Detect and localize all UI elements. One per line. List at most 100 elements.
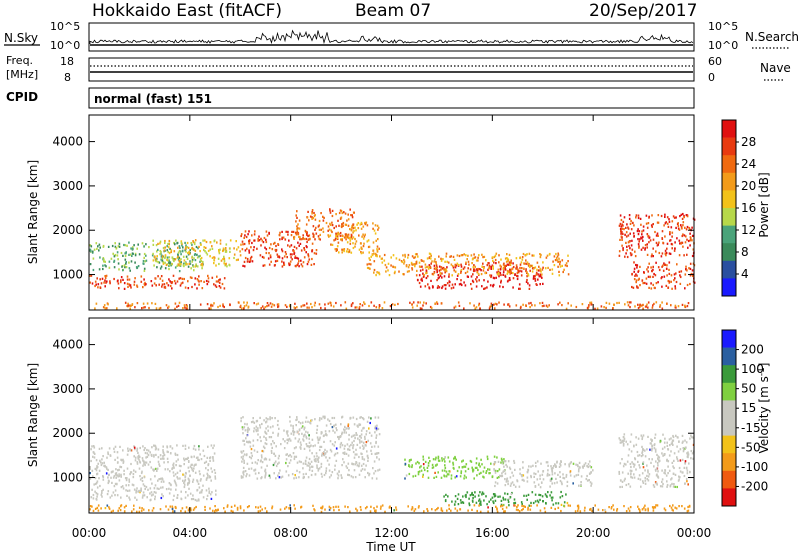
- velocity-cell: [422, 463, 425, 466]
- velocity-cell: [259, 424, 261, 427]
- power-cell: [664, 213, 666, 216]
- velocity-cell: [298, 471, 301, 474]
- power-cell: [177, 304, 180, 307]
- velocity-cell: [357, 437, 359, 440]
- power-cell: [357, 227, 360, 230]
- power-cell: [666, 247, 668, 250]
- velocity-cell: [287, 438, 290, 441]
- power-cell: [384, 263, 387, 267]
- velocity-cell: [110, 476, 112, 479]
- power-cell: [100, 282, 103, 285]
- power-cell: [684, 273, 687, 276]
- velocity-cell: [404, 477, 406, 480]
- velocity-cell: [373, 472, 375, 475]
- power-cell: [148, 306, 150, 310]
- velocity-cell: [173, 494, 175, 497]
- power-cell: [213, 259, 216, 262]
- power-cell: [453, 306, 456, 309]
- velocity-cell: [685, 466, 688, 469]
- velocity-cell: [301, 421, 304, 424]
- velocity-cell: [464, 465, 467, 468]
- velocity-cell: [197, 482, 200, 485]
- velocity-cell: [368, 416, 370, 419]
- velocity-cell: [265, 432, 268, 435]
- power-cell: [187, 280, 189, 283]
- velocity-cell: [452, 463, 455, 466]
- power-cell: [171, 256, 174, 259]
- power-colorbar-tick-label: 8: [741, 245, 749, 259]
- power-cell: [331, 214, 334, 218]
- velocity-cell: [193, 467, 195, 470]
- velocity-cell: [431, 508, 433, 511]
- power-cell: [298, 265, 300, 268]
- power-cell: [168, 243, 170, 246]
- power-cell: [205, 279, 208, 283]
- velocity-cell: [671, 461, 674, 464]
- velocity-cell: [317, 460, 320, 463]
- velocity-cell: [185, 472, 187, 475]
- power-cell: [475, 259, 478, 262]
- velocity-cell: [655, 482, 658, 485]
- power-cell: [540, 253, 542, 257]
- power-cell: [656, 221, 659, 224]
- power-cell: [285, 253, 287, 256]
- power-colorbar-segment: [722, 172, 736, 191]
- velocity-cell: [374, 470, 377, 473]
- power-cell: [322, 230, 325, 233]
- velocity-cell: [308, 457, 311, 461]
- velocity-cell: [458, 466, 460, 469]
- power-colorbar-segment: [722, 208, 736, 226]
- velocity-cell: [341, 416, 343, 419]
- power-cell: [107, 245, 110, 248]
- velocity-cell: [242, 416, 244, 419]
- velocity-cell: [514, 485, 517, 488]
- power-cell: [666, 222, 669, 225]
- velocity-cell: [142, 494, 144, 497]
- power-cell: [146, 302, 149, 305]
- power-cell: [200, 243, 202, 246]
- velocity-cell: [502, 496, 504, 499]
- power-cell: [126, 244, 128, 247]
- power-cell: [194, 277, 197, 280]
- power-cell: [160, 258, 162, 261]
- power-cell: [306, 231, 308, 234]
- velocity-cell: [130, 449, 133, 452]
- velocity-cell: [190, 498, 193, 501]
- power-cell: [248, 239, 251, 242]
- power-cell: [507, 257, 509, 261]
- velocity-cell: [158, 487, 160, 490]
- power-cell: [507, 271, 509, 274]
- power-cell: [190, 267, 192, 270]
- power-cell: [645, 282, 648, 285]
- velocity-cell: [328, 505, 331, 508]
- power-cell: [159, 240, 162, 243]
- velocity-cell: [444, 460, 446, 463]
- power-cell: [250, 255, 253, 258]
- power-cell: [375, 274, 377, 277]
- velocity-cell: [554, 463, 556, 466]
- velocity-cell: [254, 461, 257, 464]
- power-cell: [345, 235, 347, 238]
- power-cell: [385, 270, 387, 273]
- velocity-cell: [285, 461, 287, 465]
- velocity-cell: [670, 450, 672, 453]
- power-cell: [240, 233, 243, 236]
- power-cell: [244, 256, 247, 260]
- velocity-colorbar-segment: [722, 382, 736, 401]
- power-cell: [121, 265, 123, 268]
- power-cell: [665, 251, 668, 255]
- velocity-colorbar-segment: [722, 330, 736, 348]
- power-cell: [286, 305, 288, 308]
- power-cell: [188, 250, 190, 253]
- velocity-cell: [210, 444, 213, 447]
- velocity-cell: [494, 461, 497, 464]
- power-cell: [429, 266, 432, 269]
- velocity-cell: [202, 449, 205, 452]
- velocity-cell: [298, 476, 300, 479]
- power-cell: [628, 301, 631, 304]
- velocity-cell: [471, 508, 473, 511]
- velocity-cell: [92, 509, 95, 512]
- velocity-cell: [637, 460, 639, 463]
- velocity-cell: [90, 496, 93, 499]
